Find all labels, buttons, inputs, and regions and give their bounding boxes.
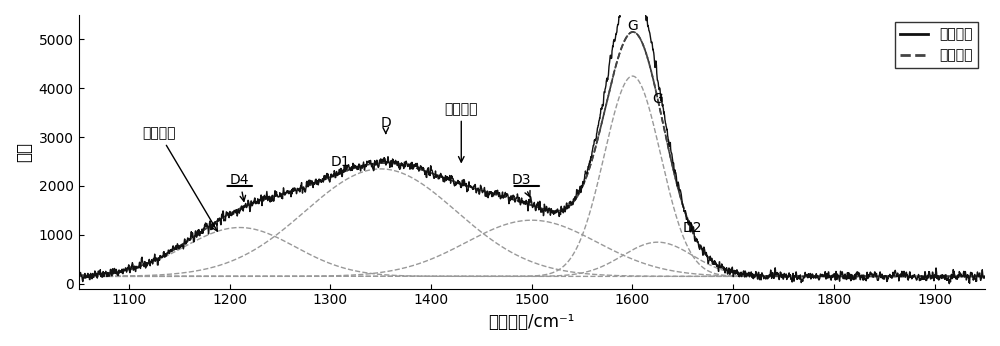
Text: D: D	[380, 116, 391, 134]
Text: G: G	[653, 92, 663, 106]
拟合曲线	[420, 169, 432, 173]
原始谱图	[420, 175, 432, 179]
拟合曲线	[864, 274, 876, 279]
拟合曲线	[230, 209, 242, 213]
Text: D4: D4	[230, 173, 249, 201]
Y-axis label: 强度: 强度	[15, 142, 33, 162]
原始谱图	[459, 184, 471, 188]
原始谱图	[962, 274, 974, 279]
原始谱图	[864, 271, 876, 275]
Text: D1: D1	[331, 155, 350, 170]
原始谱图	[979, 274, 991, 279]
拟合曲线	[627, 30, 639, 34]
Text: D2: D2	[683, 221, 702, 235]
原始谱图	[73, 272, 85, 276]
Text: D3: D3	[512, 173, 531, 197]
Text: 拟合曲线: 拟合曲线	[445, 102, 478, 162]
X-axis label: 拉曼位移/cm⁻¹: 拉曼位移/cm⁻¹	[489, 313, 575, 331]
Legend: 原始谱图, 拟合曲线: 原始谱图, 拟合曲线	[895, 22, 978, 68]
拟合曲线	[176, 243, 188, 247]
拟合曲线	[961, 274, 973, 279]
原始谱图	[176, 243, 188, 247]
拟合曲线	[979, 274, 991, 279]
拟合曲线	[459, 183, 471, 188]
拟合曲线	[73, 274, 85, 278]
Line: 拟合曲线: 拟合曲线	[79, 32, 985, 276]
原始谱图	[943, 282, 955, 286]
原始谱图	[230, 209, 242, 213]
Text: 原始谱图: 原始谱图	[142, 126, 217, 231]
Line: 原始谱图: 原始谱图	[79, 0, 985, 284]
Text: G: G	[627, 19, 638, 33]
